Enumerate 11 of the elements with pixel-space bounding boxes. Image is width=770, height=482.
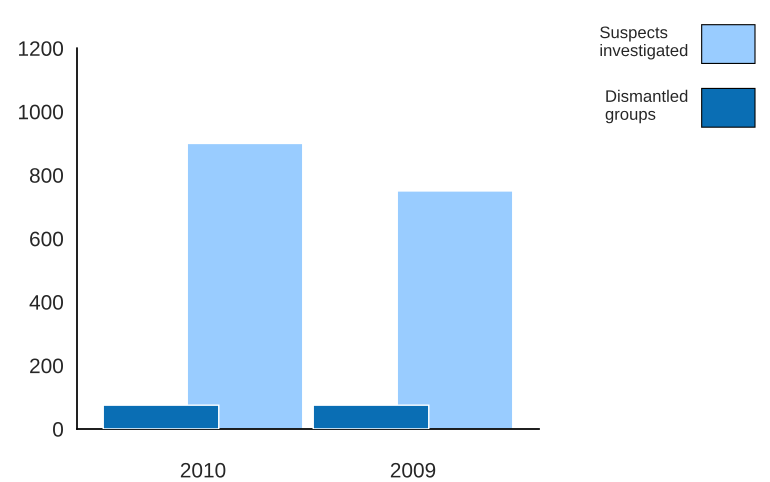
y-tick-label: 1000	[19, 104, 63, 120]
legend-label: Suspects investigated	[600, 26, 688, 60]
y-tick-label: 1200	[19, 41, 63, 56]
x-tick-label: 2010	[180, 462, 226, 478]
legend-label: Dismantled groups	[606, 90, 688, 124]
x-tick-label: 2009	[390, 462, 436, 478]
y-tick-label: 400	[30, 295, 63, 310]
y-tick-label: 0	[53, 422, 63, 437]
y-tick-label: 800	[30, 168, 63, 183]
y-tick-label: 200	[30, 358, 63, 374]
y-tick-label: 600	[30, 232, 63, 246]
